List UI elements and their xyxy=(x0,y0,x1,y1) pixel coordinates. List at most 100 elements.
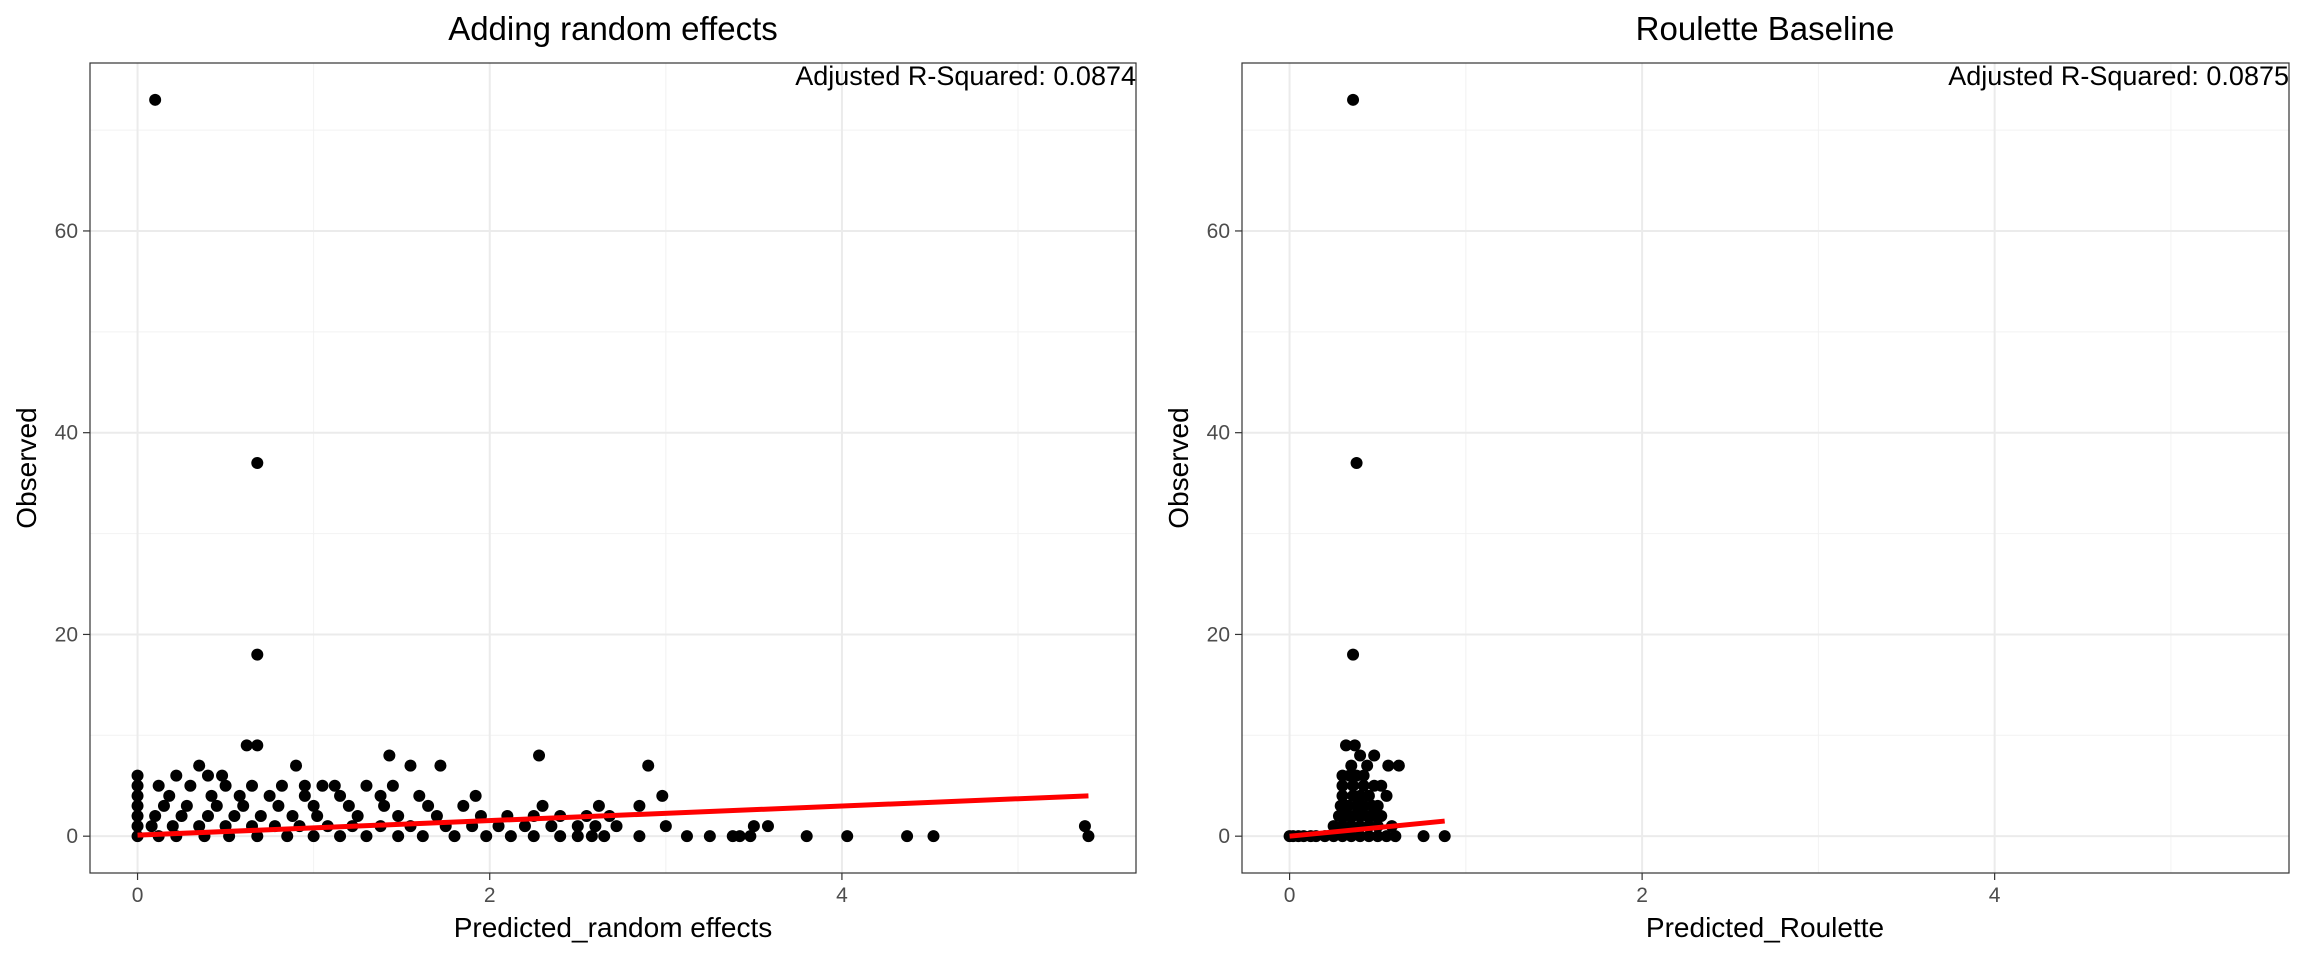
data-point xyxy=(633,799,646,812)
data-point xyxy=(1362,830,1375,843)
data-point xyxy=(1348,739,1361,752)
data-point xyxy=(334,789,347,802)
data-point xyxy=(927,830,940,843)
data-point xyxy=(1082,830,1095,843)
panel-title: Roulette Baseline xyxy=(1636,10,1895,47)
data-point xyxy=(1375,779,1388,792)
plot-border xyxy=(1241,62,2290,874)
data-point xyxy=(386,779,399,792)
data-point xyxy=(469,789,482,802)
data-point xyxy=(1380,789,1393,802)
x-axis-title: Predicted_Roulette xyxy=(1646,912,1884,943)
data-point xyxy=(633,830,646,843)
data-point xyxy=(290,759,303,772)
data-point xyxy=(360,779,373,792)
y-tick-label: 40 xyxy=(1207,422,1230,445)
data-point xyxy=(413,789,426,802)
data-point xyxy=(1368,749,1381,762)
data-point xyxy=(536,799,549,812)
data-point xyxy=(281,830,294,843)
data-point xyxy=(1336,779,1349,792)
data-point xyxy=(240,739,253,752)
y-tick-label: 0 xyxy=(66,825,78,848)
data-point xyxy=(342,799,355,812)
data-point xyxy=(761,820,774,833)
data-point xyxy=(457,799,470,812)
data-point xyxy=(1347,779,1360,792)
x-tick-label: 0 xyxy=(1284,884,1296,907)
data-point xyxy=(216,769,229,782)
data-point xyxy=(251,456,264,469)
fit-line xyxy=(137,793,1089,838)
data-point xyxy=(1350,456,1363,469)
data-point xyxy=(175,810,188,823)
data-point xyxy=(360,830,373,843)
y-tick-label: 40 xyxy=(55,422,78,445)
data-point xyxy=(480,830,493,843)
r-squared-annotation: Adjusted R-Squared: 0.0875 xyxy=(1948,61,2289,91)
data-point xyxy=(747,820,760,833)
data-point xyxy=(237,799,250,812)
data-point xyxy=(492,820,505,833)
data-point xyxy=(298,789,311,802)
data-point xyxy=(131,799,144,812)
data-point xyxy=(656,789,669,802)
data-point xyxy=(733,830,746,843)
data-point xyxy=(585,830,598,843)
data-point xyxy=(201,810,214,823)
data-point xyxy=(1357,769,1370,782)
y-tick-label: 0 xyxy=(1218,825,1230,848)
x-tick-label: 2 xyxy=(484,884,496,907)
data-point xyxy=(374,789,387,802)
data-point xyxy=(1357,799,1370,812)
data-point xyxy=(383,749,396,762)
data-point xyxy=(1389,830,1402,843)
data-point xyxy=(131,769,144,782)
data-point xyxy=(328,779,341,792)
data-point xyxy=(1380,830,1393,843)
data-point xyxy=(901,830,914,843)
data-point xyxy=(131,779,144,792)
data-point xyxy=(422,799,435,812)
data-point xyxy=(275,779,288,792)
data-point xyxy=(228,810,241,823)
data-point xyxy=(152,779,165,792)
data-point xyxy=(800,830,813,843)
data-point xyxy=(351,810,364,823)
x-tick-label: 4 xyxy=(1989,884,2001,907)
data-point xyxy=(571,820,584,833)
plot-border xyxy=(89,62,1137,874)
x-tick-label: 2 xyxy=(1636,884,1648,907)
data-point xyxy=(598,830,611,843)
data-point xyxy=(589,820,602,833)
data-point xyxy=(166,820,179,833)
y-tick-label: 20 xyxy=(1207,623,1230,646)
y-tick-label: 60 xyxy=(55,220,78,243)
data-point xyxy=(518,820,531,833)
data-point xyxy=(131,810,144,823)
data-point xyxy=(205,789,218,802)
data-point xyxy=(554,830,567,843)
data-point xyxy=(263,789,276,802)
data-point xyxy=(448,830,461,843)
data-point xyxy=(233,789,246,802)
data-point xyxy=(131,820,144,833)
data-point xyxy=(1375,810,1388,823)
y-tick-label: 60 xyxy=(1207,220,1230,243)
data-point xyxy=(254,810,267,823)
data-point xyxy=(744,830,757,843)
data-point xyxy=(610,820,623,833)
data-point xyxy=(145,820,158,833)
data-point xyxy=(163,789,176,802)
data-point xyxy=(307,799,320,812)
data-point xyxy=(1339,739,1352,752)
data-point xyxy=(1345,759,1358,772)
data-point xyxy=(251,648,264,661)
data-point xyxy=(157,799,170,812)
data-point xyxy=(533,749,546,762)
